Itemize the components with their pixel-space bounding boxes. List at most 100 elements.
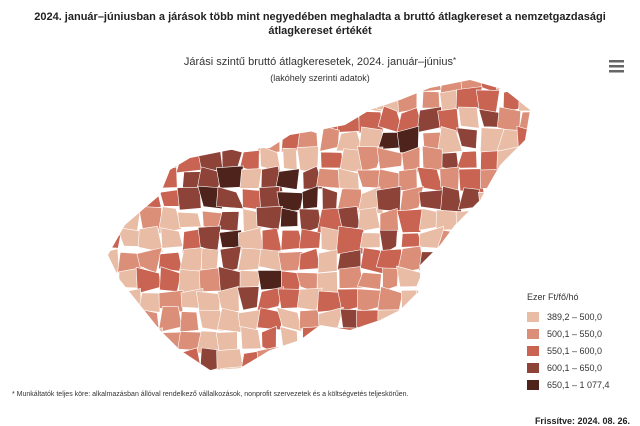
district[interactable] xyxy=(500,368,520,392)
district[interactable] xyxy=(260,66,279,93)
district[interactable] xyxy=(316,88,345,114)
district[interactable] xyxy=(282,147,298,171)
district[interactable] xyxy=(157,167,178,189)
district[interactable] xyxy=(101,131,118,150)
district[interactable] xyxy=(97,186,119,215)
district[interactable] xyxy=(280,207,299,228)
legend-item[interactable]: 600,1 – 650,0 xyxy=(527,359,610,376)
district[interactable] xyxy=(160,68,180,89)
district[interactable] xyxy=(475,331,498,352)
district[interactable] xyxy=(98,349,125,369)
district[interactable] xyxy=(376,147,403,170)
district[interactable] xyxy=(396,265,423,288)
district[interactable] xyxy=(400,289,420,315)
district[interactable] xyxy=(137,350,164,372)
district[interactable] xyxy=(458,350,482,372)
district[interactable] xyxy=(136,85,164,109)
district[interactable] xyxy=(236,86,263,114)
district[interactable] xyxy=(99,326,124,352)
district[interactable] xyxy=(379,366,397,394)
district[interactable] xyxy=(116,308,138,331)
district[interactable] xyxy=(379,207,399,233)
district[interactable] xyxy=(458,265,480,293)
district[interactable] xyxy=(382,267,399,292)
district[interactable] xyxy=(496,146,522,173)
district[interactable] xyxy=(516,266,542,292)
district[interactable] xyxy=(101,271,118,291)
district[interactable] xyxy=(178,69,199,94)
district[interactable] xyxy=(495,66,525,91)
district[interactable] xyxy=(501,225,522,252)
district[interactable] xyxy=(479,246,500,269)
district[interactable] xyxy=(219,88,243,113)
district[interactable] xyxy=(276,106,300,128)
district[interactable] xyxy=(302,351,321,374)
district[interactable] xyxy=(456,251,485,273)
district[interactable] xyxy=(458,371,479,390)
legend-item[interactable]: 500,1 – 550,0 xyxy=(527,325,610,342)
district[interactable] xyxy=(496,269,523,293)
district[interactable] xyxy=(256,206,284,231)
district[interactable] xyxy=(439,368,465,393)
district[interactable] xyxy=(415,306,439,335)
district[interactable] xyxy=(359,232,381,249)
district[interactable] xyxy=(379,229,398,255)
district[interactable] xyxy=(297,127,319,150)
district[interactable] xyxy=(156,128,184,150)
district[interactable] xyxy=(240,326,262,350)
district[interactable] xyxy=(279,326,299,352)
district[interactable] xyxy=(160,349,183,373)
district[interactable] xyxy=(179,311,199,333)
district[interactable] xyxy=(136,367,159,391)
district[interactable] xyxy=(157,90,184,114)
district[interactable] xyxy=(237,368,263,392)
district[interactable] xyxy=(117,126,142,153)
district[interactable] xyxy=(397,327,422,349)
district[interactable] xyxy=(359,347,381,374)
district[interactable] xyxy=(116,227,140,247)
district[interactable] xyxy=(99,167,118,194)
district[interactable] xyxy=(318,365,344,391)
district[interactable] xyxy=(502,288,524,315)
district[interactable] xyxy=(419,267,444,293)
district[interactable] xyxy=(195,68,220,90)
district[interactable] xyxy=(421,91,441,109)
district[interactable] xyxy=(196,291,221,313)
district[interactable] xyxy=(475,89,500,113)
legend-item[interactable]: 550,1 – 600,0 xyxy=(527,342,610,359)
district[interactable] xyxy=(99,106,121,135)
district[interactable] xyxy=(258,87,279,115)
district[interactable] xyxy=(518,92,541,112)
district[interactable] xyxy=(320,331,343,352)
district[interactable] xyxy=(516,187,542,210)
district[interactable] xyxy=(138,292,164,313)
district[interactable] xyxy=(375,186,402,212)
district[interactable] xyxy=(418,329,443,352)
district[interactable] xyxy=(275,168,300,190)
district[interactable] xyxy=(236,286,260,311)
district[interactable] xyxy=(215,165,244,189)
district[interactable] xyxy=(99,86,121,111)
district[interactable] xyxy=(97,248,120,274)
district[interactable] xyxy=(436,348,464,373)
district[interactable] xyxy=(296,68,324,92)
district[interactable] xyxy=(262,110,282,133)
district[interactable] xyxy=(456,127,478,150)
district[interactable] xyxy=(200,111,225,129)
district[interactable] xyxy=(217,129,241,151)
district[interactable] xyxy=(520,167,540,188)
district[interactable] xyxy=(417,352,441,370)
district[interactable] xyxy=(277,251,304,272)
district[interactable] xyxy=(356,66,382,90)
district[interactable] xyxy=(96,366,124,392)
district[interactable] xyxy=(396,67,418,92)
legend-item[interactable]: 650,1 – 1 077,4 xyxy=(527,376,610,393)
district[interactable] xyxy=(136,149,158,172)
district[interactable] xyxy=(296,106,322,132)
district[interactable] xyxy=(119,149,144,167)
district[interactable] xyxy=(458,106,480,129)
district[interactable] xyxy=(481,269,499,295)
district[interactable] xyxy=(518,245,542,271)
district[interactable] xyxy=(97,286,123,314)
district[interactable] xyxy=(175,128,203,154)
